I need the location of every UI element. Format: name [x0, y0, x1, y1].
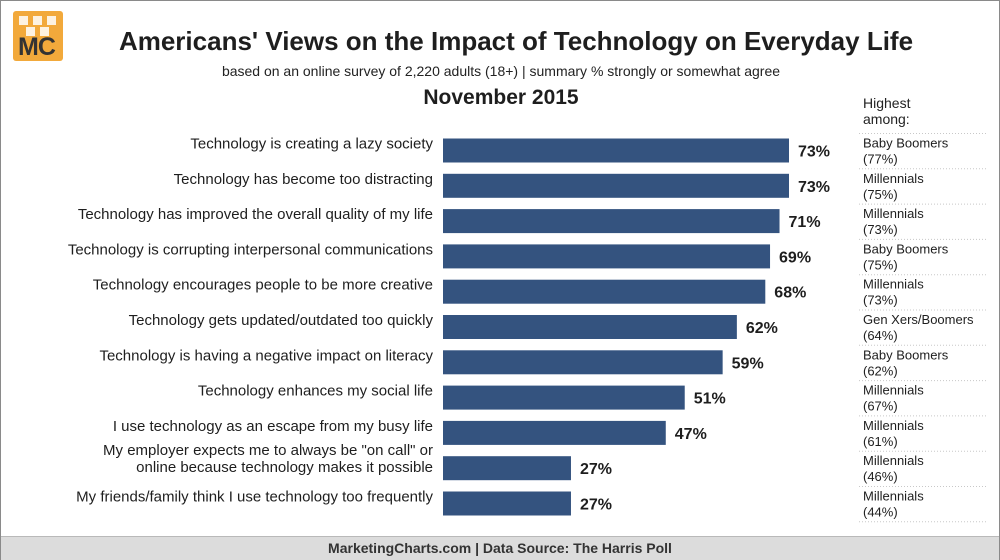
category-label: Technology enhances my social life [198, 383, 433, 400]
bar [443, 138, 789, 163]
category-label: Technology has become too distracting [174, 171, 433, 188]
data-label: 69% [779, 249, 811, 266]
data-label: 27% [580, 461, 612, 478]
data-label: 59% [732, 355, 764, 372]
highest-among-value: (73%) [863, 293, 898, 308]
highest-among-value: (75%) [863, 187, 898, 202]
highest-among-group: Millennials [863, 171, 924, 186]
highest-among-group: Millennials [863, 418, 924, 433]
highest-among-value: (44%) [863, 505, 898, 520]
bar [443, 173, 789, 198]
bar [443, 350, 723, 375]
highest-among-value: (75%) [863, 257, 898, 272]
highest-among-header: Highest among: [863, 95, 911, 127]
highest-among-group: Millennials [863, 453, 924, 468]
data-label: 71% [789, 214, 821, 231]
footer-source: MarketingCharts.com | Data Source: The H… [328, 540, 672, 556]
bar [443, 456, 571, 481]
highest-among-group: Baby Boomers [863, 241, 949, 256]
bar [443, 279, 766, 304]
data-label: 73% [798, 144, 830, 161]
highest-among-group: Baby Boomers [863, 347, 949, 362]
category-label: online because technology makes it possi… [136, 459, 433, 476]
highest-among-value: (77%) [863, 152, 898, 167]
bar [443, 420, 666, 445]
highest-among-value: (73%) [863, 222, 898, 237]
data-label: 47% [675, 426, 707, 443]
highest-among-group: Baby Boomers [863, 136, 949, 151]
highest-among-value: (67%) [863, 399, 898, 414]
chart-date: November 2015 [423, 86, 579, 109]
category-label: My friends/family think I use technology… [76, 489, 433, 506]
data-label: 73% [798, 179, 830, 196]
category-label: Technology is corrupting interpersonal c… [68, 241, 433, 258]
highest-among-group: Millennials [863, 489, 924, 504]
highest-among-group: Millennials [863, 383, 924, 398]
data-label: 51% [694, 391, 726, 408]
chart-subtitle: based on an online survey of 2,220 adult… [221, 63, 781, 79]
footer-bar: MarketingCharts.com | Data Source: The H… [1, 536, 999, 560]
category-label: I use technology as an escape from my bu… [113, 418, 433, 435]
highest-among-group: Millennials [863, 206, 924, 221]
logo-text: MC [18, 33, 56, 61]
bar [443, 209, 780, 234]
bar-chart: 73% Technology is creating a lazy society… [68, 133, 986, 523]
category-label: Technology gets updated/outdated too qui… [129, 312, 434, 329]
highest-among-group: Gen Xers/Boomers [863, 312, 974, 327]
category-label: Technology encourages people to be more … [93, 277, 433, 294]
bar [443, 385, 685, 410]
highest-among-value: (64%) [863, 328, 898, 343]
category-label: Technology is creating a lazy society [190, 136, 433, 153]
bar [443, 315, 737, 339]
data-label: 62% [746, 320, 778, 337]
data-label: 27% [580, 497, 612, 514]
data-label: 68% [774, 285, 806, 302]
highest-among-value: (46%) [863, 469, 898, 484]
marketingcharts-logo: MC [13, 11, 63, 61]
bar [443, 491, 571, 516]
bar [443, 244, 771, 269]
category-label: Technology is having a negative impact o… [99, 347, 433, 364]
highest-among-value: (62%) [863, 363, 898, 378]
category-label: Technology has improved the overall qual… [78, 206, 433, 223]
highest-among-value: (61%) [863, 434, 898, 449]
highest-among-group: Millennials [863, 277, 924, 292]
category-label: My employer expects me to always be "on … [103, 442, 433, 459]
chart-title: Americans' Views on the Impact of Techno… [118, 26, 914, 56]
